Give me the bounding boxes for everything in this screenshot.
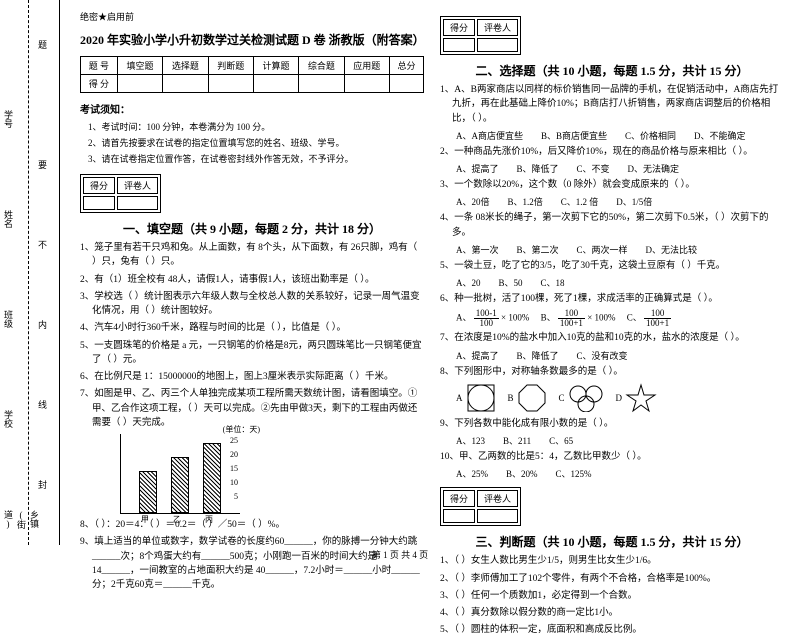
q2-5-opts: A、20 B、50 C、18 [440, 276, 784, 289]
q1-4: 4、汽车4小时行360千米，路程与时间的比是（ ），比值是（ ）。 [80, 321, 424, 335]
binding-marker: 封 [36, 480, 49, 489]
binding-label: 乡镇(街道) [2, 510, 41, 545]
chart-unit: (单位：天) [223, 424, 260, 435]
q2-7-opts: A、提高了 B、降低了 C、没有改变 [440, 349, 784, 362]
section2-header: 二、选择题（共 10 小题，每题 1.5 分，共计 15 分） [440, 62, 784, 79]
q2-6-opts: A、 100-1100 × 100% B、 100100+1 × 100% C、… [440, 309, 784, 328]
q2-3-opts: A、20倍 B、1.2倍 C、1.2 倍 D、1/5倍 [440, 195, 784, 208]
binding-label: 班级 [2, 310, 15, 328]
star-icon [625, 383, 657, 413]
section-scorebox: 得分评卷人 [80, 174, 161, 213]
shape-options: A B C D [456, 383, 784, 413]
q2-9: 9、下列各数中能化成有限小数的是（ ）。 [440, 417, 784, 431]
q2-10: 10、甲、乙两数的比是5：4，乙数比甲数少（ ）。 [440, 450, 784, 464]
th: 计算题 [253, 57, 298, 75]
q1-1: 1、笼子里有若干只鸡和兔。从上面数，有 8个头，从下面数，有 26只脚，鸡有（ … [80, 241, 424, 270]
notice-header: 考试须知： [80, 101, 424, 116]
binding-marker: 线 [36, 400, 49, 409]
binding-line [28, 0, 29, 545]
section-scorebox: 得分评卷人 [440, 487, 521, 526]
q2-8: 8、下列图形中，对称轴条数最多的是（ ）。 [440, 365, 784, 379]
q2-9-opts: A、123 B、211 C、65 [440, 434, 784, 447]
q3-2: 2、（ ）李师傅加工了102个零件，有两个不合格，合格率是100%。 [440, 572, 784, 586]
q1-2: 2、有（1）班全校有 48人，请假1人，请事假1人，该班出勤率是（ ）。 [80, 273, 424, 287]
th: 填空题 [117, 57, 162, 75]
th: 题 号 [81, 57, 118, 75]
fraction: 100100+1 [644, 309, 671, 328]
th: 判断题 [208, 57, 253, 75]
q2-1-opts: A、A商店便宜些 B、B商店便宜些 C、价格相同 D、不能确定 [440, 129, 784, 142]
section1-header: 一、填空题（共 9 小题，每题 2 分，共计 18 分） [80, 220, 424, 237]
q3-5: 5、（ ）圆柱的体积一定，底面积和高成反比例。 [440, 623, 784, 637]
td: 得 分 [81, 75, 118, 93]
q1-8: 8、（ ）：20＝4：（ ）＝0.2＝（ ）／50＝（ ）%。 [80, 518, 424, 532]
left-column: 绝密★启用前 2020 年实验小学小升初数学过关检测试题 D 卷 浙教版（附答案… [72, 10, 432, 545]
q1-3: 3、学校选（ ）统计图表示六年级人数与全校总人数的关系较好，记录一周气温变化情况… [80, 290, 424, 319]
content-area: 绝密★启用前 2020 年实验小学小升初数学过关检测试题 D 卷 浙教版（附答案… [60, 0, 800, 545]
th: 选择题 [163, 57, 208, 75]
notice: 3、请在试卷指定位置作答，在试卷密封线外作答无效，不予评分。 [88, 152, 424, 165]
binding-marker: 题 [36, 40, 49, 49]
th: 应用题 [344, 57, 389, 75]
q1-9: 9、填上适当的单位或数字，数学试卷的长度约60______，你的脉搏一分钟大约跳… [80, 535, 424, 592]
binding-marker: 不 [36, 240, 49, 249]
exam-title: 2020 年实验小学小升初数学过关检测试题 D 卷 浙教版（附答案） [80, 31, 424, 48]
fraction: 100100+1 [558, 309, 585, 328]
q2-2: 2、一种商品先涨价10%，后又降价10%，现在的商品价格与原来相比（ ）。 [440, 145, 784, 159]
q2-5: 5、一袋土豆，吃了它的3/5，吃了30千克，这袋土豆原有（ ）千克。 [440, 259, 784, 273]
score-table: 题 号 填空题 选择题 判断题 计算题 综合题 应用题 总分 得 分 [80, 56, 424, 93]
binding-marker: 内 [36, 320, 49, 329]
binding-label: 学号 [2, 110, 15, 128]
notice: 1、考试时间：100 分钟，本卷满分为 100 分。 [88, 120, 424, 133]
binding-area: 乡镇(街道) 学校 班级 姓名 学号 封 线 内 不 要 题 [0, 0, 60, 545]
page-footer: 第 1 页 共 4 页 [0, 548, 800, 561]
q2-7: 7、在浓度是10%的盐水中加入10克的盐和10克的水，盐水的浓度是（ ）。 [440, 331, 784, 345]
q2-2-opts: A、提高了 B、降低了 C、不变 D、无法确定 [440, 162, 784, 175]
q2-4: 4、一条 08米长的绳子，第一次剪下它的50%，第二次剪下0.5米，（ ）次剪下… [440, 211, 784, 240]
q2-3: 3、一个数除以20%，这个数（0 除外）就会变成原来的（ ）。 [440, 178, 784, 192]
notice: 2、请首先按要求在试卷的指定位置填写您的姓名、班级、学号。 [88, 136, 424, 149]
octagon-icon [517, 383, 547, 413]
fraction: 100-1100 [474, 309, 499, 328]
q1-6: 6、在比例尺是 1：15000000的地图上，图上3厘米表示实际距离（ ）千米。 [80, 370, 424, 384]
right-column: 得分评卷人 二、选择题（共 10 小题，每题 1.5 分，共计 15 分） 1、… [432, 10, 792, 545]
bar-jia [139, 471, 157, 513]
circles-icon [568, 384, 604, 412]
th: 综合题 [299, 57, 344, 75]
bar-yi [171, 457, 189, 513]
q2-6: 6、种一批树，活了100棵，死了1棵，求成活率的正确算式是（ ）。 [440, 292, 784, 306]
section-scorebox: 得分评卷人 [440, 16, 521, 55]
q3-4: 4、（ ）真分数除以假分数的商一定比1小。 [440, 606, 784, 620]
square-circle-icon [466, 383, 496, 413]
exam-page: 乡镇(街道) 学校 班级 姓名 学号 封 线 内 不 要 题 绝密★启用前 20… [0, 0, 800, 545]
binding-label: 学校 [2, 410, 15, 428]
q3-3: 3、（ ）任何一个质数加1，必定得到一个合数。 [440, 589, 784, 603]
q2-4-opts: A、第一次 B、第二次 C、两次一样 D、无法比较 [440, 243, 784, 256]
secret-label: 绝密★启用前 [80, 10, 424, 23]
binding-marker: 要 [36, 160, 49, 169]
binding-label: 姓名 [2, 210, 15, 228]
q1-5: 5、一支圆珠笔的价格是 a 元，一只钢笔的价格是8元，两只圆珠笔比一只钢笔便宜了… [80, 339, 424, 368]
td[interactable] [117, 75, 162, 93]
th: 总分 [389, 57, 423, 75]
bar-bing [203, 443, 221, 513]
q2-10-opts: A、25% B、20% C、125% [440, 467, 784, 480]
bar-chart: (单位：天) 5 10 15 20 25 甲 乙 丙 [120, 434, 240, 514]
q2-1: 1、A、B两家商店以同样的标价销售同一品牌的手机，在促销活动中，A商店先打九折，… [440, 83, 784, 126]
